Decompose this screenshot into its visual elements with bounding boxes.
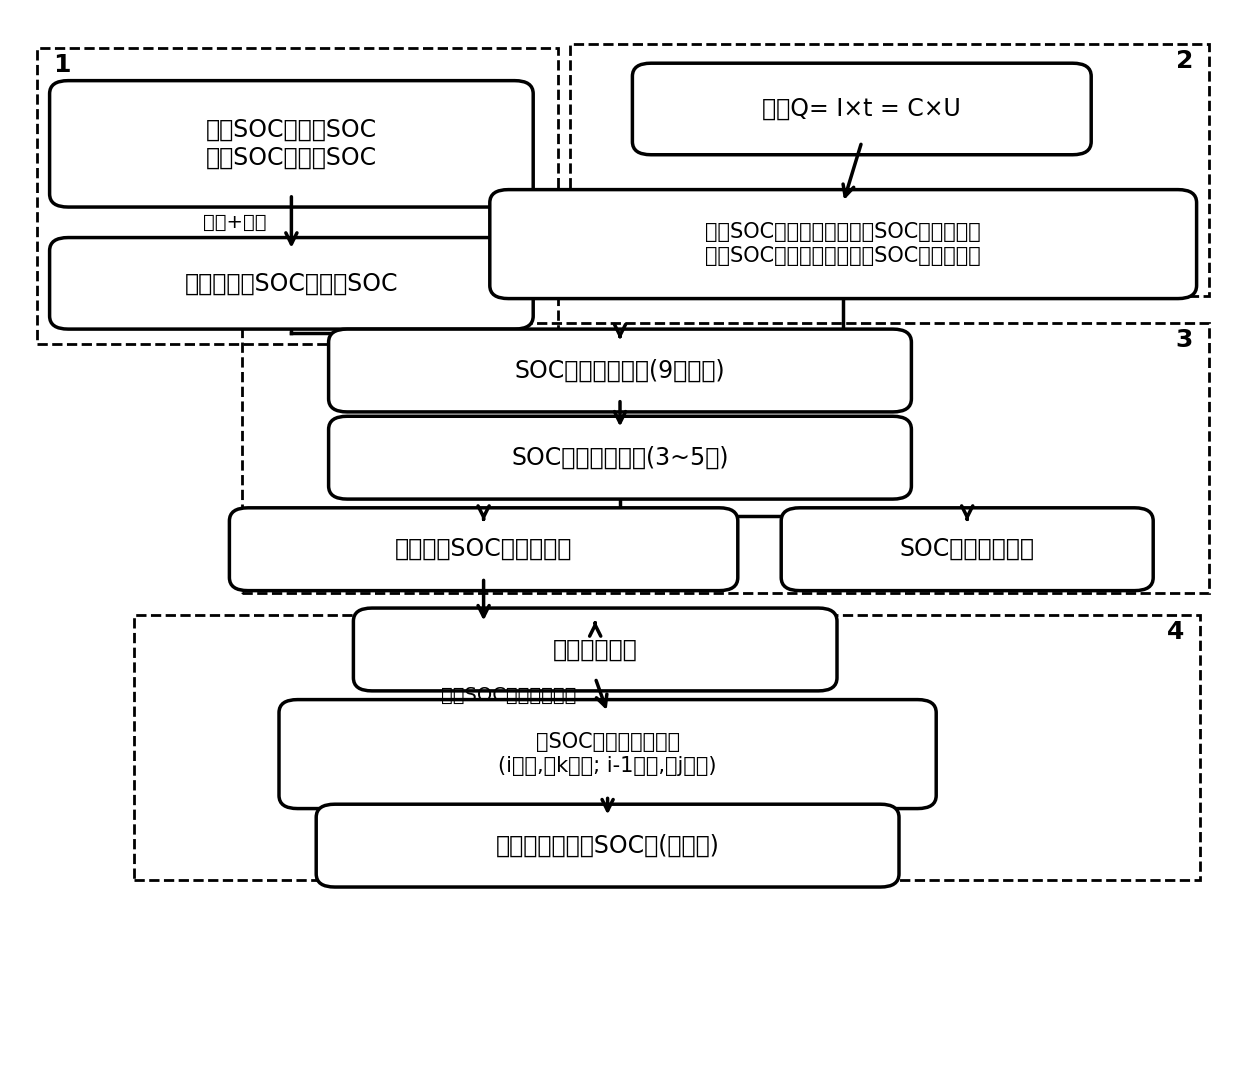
FancyBboxPatch shape — [329, 416, 911, 499]
Bar — [37, 48, 558, 345]
Text: 2: 2 — [1176, 49, 1193, 74]
FancyBboxPatch shape — [316, 804, 899, 888]
Text: 对SOC离散点进行标号
(i时刻,第k个点; i-1时刻,第j个点): 对SOC离散点进行标号 (i时刻,第k个点; i-1时刻,第j个点) — [498, 733, 717, 776]
FancyBboxPatch shape — [632, 63, 1091, 155]
FancyBboxPatch shape — [353, 608, 837, 691]
Text: 总离散点数量: 总离散点数量 — [553, 638, 637, 662]
Text: 各时刻的SOC离散点数量: 各时刻的SOC离散点数量 — [394, 537, 573, 561]
FancyBboxPatch shape — [781, 508, 1153, 590]
Text: 各时刻最高SOC、最低SOC: 各时刻最高SOC、最低SOC — [185, 271, 398, 295]
Text: 起点+梯度: 起点+梯度 — [203, 213, 267, 231]
Text: 初始SOC、最终SOC
最大SOC、最小SOC: 初始SOC、最终SOC 最大SOC、最小SOC — [206, 118, 377, 170]
Text: 电量Q= I×t = C×U: 电量Q= I×t = C×U — [763, 97, 961, 121]
FancyBboxPatch shape — [50, 81, 533, 208]
Text: 最高SOC对应为第一点: 最高SOC对应为第一点 — [441, 685, 577, 705]
Bar — [570, 43, 1209, 296]
Text: SOC可行域的划分(3~5个): SOC可行域的划分(3~5个) — [511, 445, 729, 469]
FancyBboxPatch shape — [329, 329, 911, 412]
FancyBboxPatch shape — [279, 699, 936, 809]
Text: 输出各时刻各点SOC值(带标号): 输出各时刻各点SOC值(带标号) — [496, 833, 719, 857]
Text: 3: 3 — [1176, 328, 1193, 352]
FancyBboxPatch shape — [229, 508, 738, 590]
Text: SOC实际离散间隔: SOC实际离散间隔 — [900, 537, 1034, 561]
Text: 4: 4 — [1167, 620, 1184, 644]
Text: 1: 1 — [53, 53, 71, 78]
FancyBboxPatch shape — [490, 189, 1197, 298]
Text: SOC可行域的离散(9种情况): SOC可行域的离散(9种情况) — [515, 359, 725, 383]
FancyBboxPatch shape — [50, 238, 533, 329]
Text: 初始SOC的上升时刻、初始SOC的下降时刻
最终SOC的上升时刻、最终SOC的下降时刻: 初始SOC的上升时刻、初始SOC的下降时刻 最终SOC的上升时刻、最终SOC的下… — [706, 223, 981, 266]
Bar — [242, 322, 1209, 592]
Bar — [134, 615, 1200, 881]
